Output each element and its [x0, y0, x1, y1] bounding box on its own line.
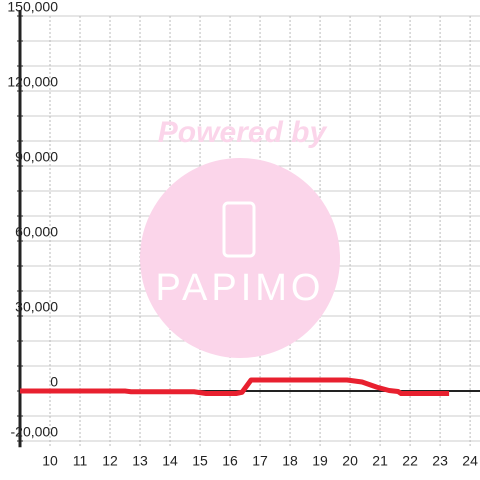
- watermark-text: Powered by: [158, 116, 328, 149]
- x-tick-label: 12: [102, 453, 118, 469]
- watermark-logo: PAPIMO: [156, 267, 325, 309]
- x-tick-label: 21: [372, 453, 388, 469]
- y-tick-label: 60,000: [15, 224, 58, 240]
- x-tick-label: 11: [73, 453, 88, 469]
- x-tick-label: 10: [42, 453, 58, 469]
- x-tick-label: 17: [252, 453, 268, 469]
- x-tick-label: 16: [222, 453, 238, 469]
- x-tick-label: 19: [312, 453, 328, 469]
- y-tick-label: -20,000: [11, 424, 59, 440]
- y-tick-label: 150,000: [7, 0, 58, 15]
- x-tick-label: 22: [402, 453, 418, 469]
- x-tick-label: 23: [432, 453, 448, 469]
- x-tick-label: 24: [462, 453, 478, 469]
- y-tick-label: 30,000: [15, 299, 58, 315]
- watermark-icon: [222, 201, 256, 258]
- y-tick-label: 0: [50, 374, 58, 390]
- y-tick-label: 120,000: [7, 74, 58, 90]
- x-tick-label: 20: [342, 453, 358, 469]
- x-tick-label: 18: [282, 453, 298, 469]
- watermark-circle: [140, 158, 340, 358]
- x-tick-label: 15: [192, 453, 208, 469]
- x-tick-label: 14: [162, 453, 178, 469]
- x-tick-label: 13: [132, 453, 148, 469]
- y-tick-label: 90,000: [15, 149, 58, 165]
- series-line: [20, 377, 450, 396]
